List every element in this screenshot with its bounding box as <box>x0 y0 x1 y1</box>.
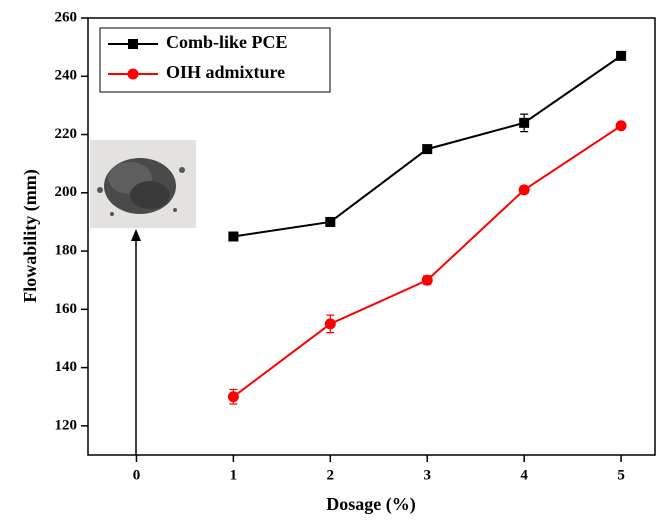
y-tick-label: 260 <box>55 9 78 25</box>
x-tick-label: 5 <box>617 467 625 483</box>
y-tick-label: 220 <box>55 126 78 142</box>
legend-box <box>99 27 331 93</box>
y-tick-label: 240 <box>55 68 78 84</box>
data-point <box>616 50 627 61</box>
y-axis-label: Flowability (mm) <box>20 169 41 302</box>
legend-marker <box>127 68 139 80</box>
legend-marker <box>128 39 138 49</box>
legend-label: Comb-like PCE <box>166 32 288 52</box>
data-point <box>228 231 239 242</box>
x-tick-label: 3 <box>423 467 431 483</box>
data-point <box>615 120 627 132</box>
arrow <box>131 229 141 455</box>
plot-frame <box>87 17 656 456</box>
data-point <box>518 184 530 196</box>
data-point <box>227 391 239 403</box>
x-tick-label: 0 <box>133 467 141 483</box>
x-axis-label: Dosage (%) <box>326 494 415 515</box>
data-point <box>421 274 433 286</box>
y-tick-label: 120 <box>55 417 78 433</box>
y-tick-label: 200 <box>55 184 78 200</box>
x-tick-label: 4 <box>520 467 528 483</box>
series-line <box>232 124 622 398</box>
y-tick-label: 160 <box>55 301 78 317</box>
data-point <box>325 216 336 227</box>
x-tick-label: 1 <box>230 467 238 483</box>
y-tick-label: 140 <box>55 359 78 375</box>
data-point <box>324 318 336 330</box>
legend-label: OIH admixture <box>166 62 285 82</box>
x-tick-label: 2 <box>327 467 335 483</box>
data-point <box>422 144 433 155</box>
powder-photo <box>90 140 196 228</box>
y-tick-label: 180 <box>55 243 78 259</box>
data-point <box>519 117 530 128</box>
